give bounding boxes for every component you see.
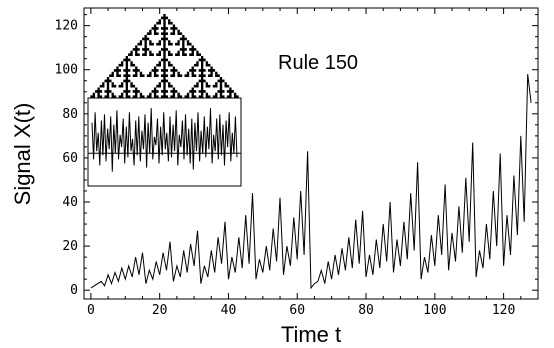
y-tick-label: 0 — [70, 283, 78, 298]
y-tick-label: 20 — [62, 239, 78, 254]
x-tick-label: 20 — [152, 303, 168, 318]
y-tick-label: 40 — [62, 195, 78, 210]
x-tick-label: 120 — [492, 303, 515, 318]
inset-series-line — [91, 108, 238, 172]
rule-annotation: Rule 150 — [278, 52, 358, 74]
ca-cells — [90, 14, 239, 99]
x-tick-label: 40 — [221, 303, 237, 318]
x-tick-label: 100 — [423, 303, 446, 318]
y-tick-label: 60 — [62, 151, 78, 166]
cellular-automaton-inset — [90, 14, 239, 99]
plot-frame — [83, 7, 539, 300]
y-tick-label: 100 — [55, 63, 78, 78]
x-tick-label: 0 — [87, 303, 95, 318]
y-tick-label: 80 — [62, 107, 78, 122]
y-tick-label: 120 — [55, 19, 78, 34]
x-axis-title: Time t — [281, 322, 341, 347]
x-tick-label: 80 — [358, 303, 374, 318]
axis-ticks: 0 20 40 60 80 100 120 0 20 40 60 80 100 120 — [55, 8, 538, 318]
series-line — [90, 74, 532, 290]
main-series-group — [90, 74, 532, 290]
inset-series-group — [88, 108, 241, 172]
x-tick-label: 60 — [289, 303, 305, 318]
y-axis-title: Signal X(t) — [10, 103, 35, 206]
